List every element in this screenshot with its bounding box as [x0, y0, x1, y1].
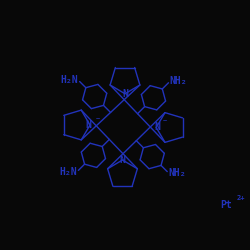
Text: N: N	[120, 155, 126, 165]
Text: N: N	[86, 120, 92, 130]
Text: 2+: 2+	[236, 194, 245, 200]
Text: NH₂: NH₂	[168, 168, 186, 178]
Text: N: N	[122, 89, 128, 99]
Text: N: N	[154, 122, 160, 132]
Text: H₂N: H₂N	[61, 75, 78, 85]
Text: NH₂: NH₂	[170, 76, 188, 86]
Text: −: −	[96, 116, 100, 122]
Text: Pt: Pt	[220, 200, 232, 210]
Text: −: −	[163, 118, 167, 124]
Text: H₂N: H₂N	[60, 167, 77, 177]
